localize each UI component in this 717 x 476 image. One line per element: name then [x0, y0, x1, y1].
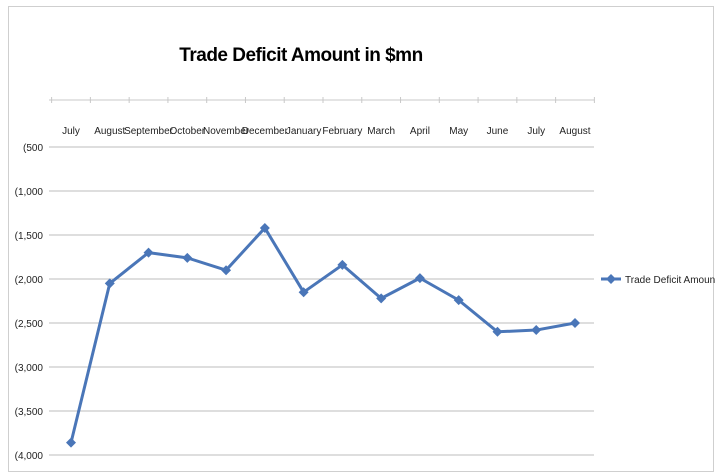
gridlines: [49, 97, 595, 456]
data-point-marker: [531, 325, 542, 336]
line-chart: Trade Deficit Amount in $mn July AugustSe…: [15, 45, 715, 462]
legend: Trade Deficit Amount in $mn: [601, 274, 715, 286]
chart-title: Trade Deficit Amount in $mn: [179, 45, 422, 66]
x-tick-label: August: [559, 126, 590, 137]
x-tick-label: December: [242, 126, 289, 137]
chart-frame: Trade Deficit Amount in $mn July August Se…: [8, 6, 715, 472]
x-tick-label: November: [203, 126, 250, 137]
data-point-marker: [337, 259, 348, 270]
data-point-marker: [143, 247, 154, 258]
data-point-marker: [182, 252, 193, 263]
data-point-marker: [492, 326, 503, 337]
data-point-marker: [104, 278, 115, 289]
x-tick-label: January: [286, 126, 322, 137]
legend-marker-icon: [606, 274, 616, 284]
data-point-marker: [298, 287, 309, 298]
x-tick-label: June: [487, 126, 509, 137]
y-tick-label: (3,000: [15, 363, 44, 374]
y-tick-label: (2,500: [15, 319, 44, 330]
legend-label: Trade Deficit Amount in $mn: [625, 275, 715, 286]
data-point-marker: [376, 293, 387, 304]
x-axis-labels: July AugustSeptemberOctoberNovemberDecemb…: [62, 126, 591, 137]
series-layer: [66, 222, 580, 448]
data-point-marker: [66, 437, 76, 448]
x-tick-label: February: [322, 126, 362, 137]
data-point-marker: [221, 265, 232, 276]
y-tick-label: (500: [23, 143, 43, 154]
data-point-marker: [570, 318, 580, 328]
data-point-marker: [259, 222, 270, 233]
series-line: [69, 226, 576, 444]
x-tick-label: July: [62, 126, 80, 137]
data-point-marker: [453, 295, 464, 306]
y-tick-label: (2,000: [15, 275, 44, 286]
y-tick-label: (1,500: [15, 231, 44, 242]
data-point-marker: [414, 273, 425, 284]
y-tick-label: (4,000: [15, 451, 44, 462]
x-tick-label: March: [367, 126, 395, 137]
x-tick-label: September: [124, 126, 174, 137]
x-tick-label: October: [170, 126, 206, 137]
y-tick-label: (3,500: [15, 407, 44, 418]
x-tick-label: July: [527, 126, 545, 137]
x-tick-label: May: [449, 126, 468, 137]
x-tick-label: April: [410, 126, 430, 137]
y-axis-labels: (500 (1,000 (1,500 (2,000 (2,500 (3,000 (3,500…: [15, 143, 44, 462]
y-tick-label: (1,000: [15, 187, 44, 198]
x-tick-label: August: [94, 126, 125, 137]
